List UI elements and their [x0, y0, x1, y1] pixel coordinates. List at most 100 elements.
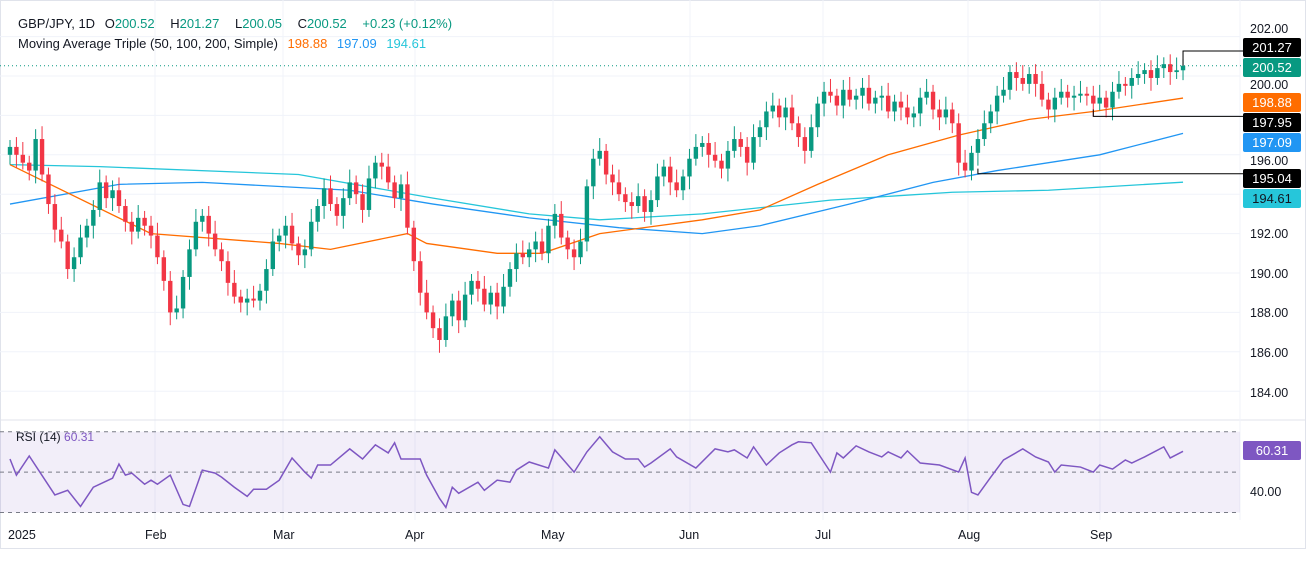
- candle-body: [251, 298, 256, 301]
- candle-body: [1091, 95, 1096, 104]
- candle-body: [59, 229, 64, 242]
- support-level-line: [977, 168, 1243, 175]
- candle-body: [321, 188, 327, 207]
- candle-body: [1155, 68, 1160, 78]
- month-label: Mar: [273, 528, 295, 542]
- candle-body: [277, 235, 282, 242]
- support-level-line: [1092, 109, 1243, 117]
- candle-body: [212, 233, 218, 250]
- candle-body: [719, 160, 724, 169]
- candle-body: [244, 298, 250, 303]
- candle-body: [482, 288, 487, 305]
- candle-body: [494, 292, 500, 307]
- candle-body: [892, 101, 897, 112]
- price-axis-label: 190.00: [1250, 267, 1289, 281]
- candle-body: [1001, 89, 1006, 96]
- ma200-line: [9, 164, 1184, 221]
- ma50-value: 198.88: [287, 36, 328, 51]
- candle-body: [1180, 65, 1186, 71]
- candle-body: [796, 123, 801, 138]
- candle-body: [520, 253, 525, 258]
- candle-body: [1110, 91, 1115, 108]
- candle-body: [411, 227, 417, 262]
- candle-body: [1071, 95, 1077, 98]
- open-label: O: [104, 16, 115, 31]
- candle-body: [552, 213, 558, 226]
- candle-body: [174, 308, 179, 313]
- candle-body: [674, 182, 679, 191]
- candle-body: [924, 91, 929, 98]
- candle-body: [655, 176, 660, 201]
- candle-body: [1116, 83, 1122, 92]
- candle-body: [706, 142, 711, 155]
- candle-body: [815, 103, 820, 128]
- candle-body: [1123, 83, 1128, 86]
- candle-body: [206, 215, 211, 234]
- candle-body: [71, 257, 77, 270]
- candle-body: [341, 198, 346, 216]
- candle-body: [103, 182, 109, 199]
- candle-body: [430, 312, 436, 329]
- candle-body: [789, 107, 795, 124]
- candle-body: [712, 154, 718, 161]
- candle-body: [809, 127, 814, 151]
- high-number: 201.27: [179, 16, 220, 31]
- candle-body: [1174, 70, 1179, 73]
- candle-body: [161, 257, 167, 281]
- candle-body: [642, 196, 647, 212]
- price-axis-label: 200.00: [1250, 78, 1289, 92]
- ma50-tag: 198.88: [1243, 93, 1301, 112]
- price-axis-label: 184.00: [1250, 386, 1289, 400]
- close-label: C: [297, 16, 308, 31]
- candle-body: [437, 328, 442, 340]
- candle-body: [148, 225, 154, 236]
- candle-body: [264, 269, 269, 291]
- candle-body: [7, 146, 13, 155]
- candle-body: [975, 139, 981, 153]
- candle-body: [116, 190, 122, 207]
- candle-body: [46, 174, 51, 205]
- candle-body: [559, 213, 564, 238]
- candle-body: [546, 225, 551, 254]
- candle-body: [193, 221, 199, 250]
- candle-body: [475, 280, 481, 289]
- candle-body: [373, 162, 378, 179]
- rsi-value-tag: 60.31: [1243, 441, 1301, 460]
- ma-legend[interactable]: Moving Average Triple (50, 100, 200, Sim…: [18, 36, 432, 52]
- candle-body: [539, 241, 545, 254]
- candle-body: [962, 162, 968, 171]
- candle-body: [33, 139, 38, 171]
- candle-body: [956, 123, 961, 163]
- ma200-value: 194.61: [386, 36, 427, 51]
- candle-body: [1135, 74, 1141, 78]
- candle-body: [1148, 70, 1154, 78]
- candle-body: [866, 87, 872, 104]
- candle-body: [84, 225, 90, 238]
- candle-body: [1103, 97, 1109, 108]
- candle-body: [1129, 77, 1134, 86]
- candle-body: [168, 280, 173, 313]
- candle-body: [533, 241, 538, 250]
- candle-body: [629, 202, 634, 207]
- ohlc-legend: GBP/JPY, 1D O200.52 H201.27 L200.05 C200…: [18, 16, 458, 32]
- candle-body: [469, 280, 474, 295]
- candle-body: [180, 276, 186, 309]
- candle-body: [52, 204, 58, 230]
- month-label: Sep: [1090, 528, 1113, 542]
- candle-body: [507, 269, 513, 287]
- ma100-tag: 197.09: [1243, 133, 1301, 152]
- candle-body: [584, 186, 590, 242]
- candle-body: [565, 237, 570, 250]
- candle-body: [1020, 77, 1025, 84]
- candle-body: [648, 200, 654, 212]
- high-level-line: [1182, 50, 1243, 66]
- rsi-legend-value: 60.31: [64, 430, 95, 444]
- candle-body: [385, 166, 391, 183]
- month-label: Jun: [679, 528, 700, 542]
- candle-body: [334, 204, 340, 216]
- candle-body: [187, 249, 192, 277]
- month-label: Aug: [958, 528, 981, 542]
- candle-body: [78, 237, 83, 258]
- price-axis-label: 188.00: [1250, 306, 1289, 320]
